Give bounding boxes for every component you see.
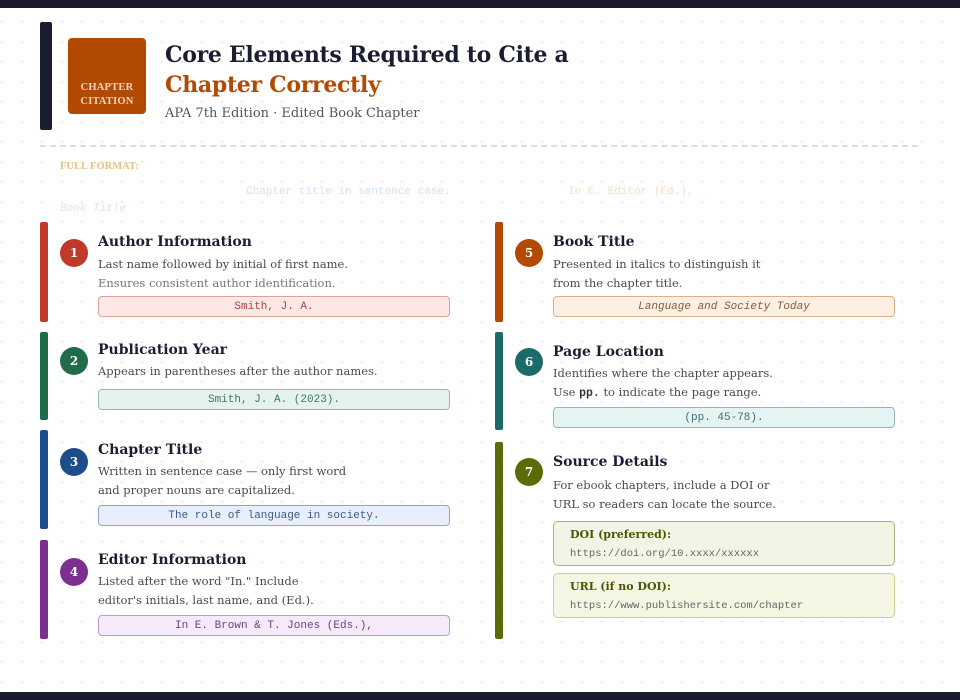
card-accent-bar (40, 332, 48, 420)
card-accent-bar (40, 222, 48, 322)
badge-line-1: CHAPTER (80, 82, 134, 93)
bottom-bar (0, 692, 960, 700)
step-number-badge: 3 (60, 448, 88, 476)
card-title: Source Details (553, 454, 668, 470)
card-title: Editor Information (98, 552, 247, 568)
example-box: The role of language in society. (98, 505, 450, 526)
card-description-line-1: Presented in italics to distinguish it (553, 257, 761, 271)
step-number-badge: 1 (60, 239, 88, 267)
card-accent-bar (495, 442, 503, 639)
card-description: Listed after the word "In." Include edit… (98, 572, 314, 610)
full-format-book-segment: Book Title (60, 203, 127, 215)
card-description-line-2: editor's initials, last name, and (Ed.). (98, 593, 314, 607)
step-number-badge: 6 (515, 348, 543, 376)
doi-label: DOI (preferred): (570, 528, 672, 541)
doi-value: https://doi.org/10.xxxx/xxxxxx (570, 548, 760, 560)
url-box: URL (if no DOI): https://www.publishersi… (553, 573, 895, 618)
card-description: Appears in parentheses after the author … (98, 362, 378, 381)
card-author-information: 1 Author Information Last name followed … (40, 222, 460, 322)
card-description: For ebook chapters, include a DOI or URL… (553, 476, 776, 514)
pp-code: pp. (579, 387, 600, 400)
card-title: Book Title (553, 234, 635, 250)
card-title: Author Information (98, 234, 252, 250)
header-accent-bar (40, 22, 52, 130)
full-format-label: FULL FORMAT: (60, 161, 139, 172)
card-description: Presented in italics to distinguish it f… (553, 255, 760, 293)
card-accent-bar (495, 332, 503, 430)
card-page-location: 6 Page Location Identifies where the cha… (495, 332, 915, 430)
card-description-line-1: Identifies where the chapter appears. (553, 366, 773, 380)
card-publication-year: 2 Publication Year Appears in parenthese… (40, 332, 460, 420)
card-chapter-title: 3 Chapter Title Written in sentence case… (40, 430, 460, 529)
step-number-badge: 7 (515, 458, 543, 486)
example-box: Smith, J. A. (2023). (98, 389, 450, 410)
doi-box: DOI (preferred): https://doi.org/10.xxxx… (553, 521, 895, 566)
card-description-line-1: Appears in parentheses after the author … (98, 364, 378, 378)
card-description-line-1: Listed after the word "In." Include (98, 574, 299, 588)
card-description: Written in sentence case — only first wo… (98, 462, 346, 500)
card-description-line-1: Last name followed by initial of first n… (98, 257, 349, 271)
chapter-citation-badge: CHAPTER CITATION (68, 38, 146, 114)
url-label: URL (if no DOI): (570, 580, 671, 593)
example-box: In E. Brown & T. Jones (Eds.), (98, 615, 450, 636)
card-book-title: 5 Book Title Presented in italics to dis… (495, 222, 915, 322)
card-title: Publication Year (98, 342, 228, 358)
card-description: Last name followed by initial of first n… (98, 255, 348, 293)
card-description-line-2: Use pp. to indicate the page range. (553, 383, 773, 403)
card-source-details: 7 Source Details For ebook chapters, inc… (495, 442, 915, 639)
page-subtitle: APA 7th Edition · Edited Book Chapter (165, 106, 420, 121)
full-format-chapter-segment: Chapter title in sentence case. (246, 186, 451, 198)
card-description-line-2: and proper nouns are capitalized. (98, 483, 295, 497)
card-title: Page Location (553, 344, 664, 360)
card-description-line-2: from the chapter title. (553, 276, 683, 290)
step-number-badge: 5 (515, 239, 543, 267)
top-bar (0, 0, 960, 8)
desc-text-pre: Use (553, 385, 576, 399)
dashed-divider (40, 145, 918, 147)
step-number-badge: 4 (60, 558, 88, 586)
step-number-badge: 2 (60, 347, 88, 375)
card-accent-bar (40, 540, 48, 639)
card-description-line-2: URL so readers can locate the source. (553, 497, 776, 511)
card-description-line-1: Written in sentence case — only first wo… (98, 464, 347, 478)
card-accent-bar (495, 222, 503, 322)
page-title-line-1: Core Elements Required to Cite a (165, 42, 569, 68)
card-description-line-2: Ensures consistent author identification… (98, 276, 336, 290)
card-description-line-1: For ebook chapters, include a DOI or (553, 478, 770, 492)
example-box: Language and Society Today (553, 296, 895, 317)
url-value: https://www.publishersite.com/chapter (570, 600, 804, 612)
card-accent-bar (40, 430, 48, 529)
example-box: Smith, J. A. (98, 296, 450, 317)
example-box: (pp. 45-78). (553, 407, 895, 428)
card-title: Chapter Title (98, 442, 203, 458)
card-editor-information: 4 Editor Information Listed after the wo… (40, 540, 460, 639)
desc-text-post: to indicate the page range. (603, 385, 762, 399)
badge-line-2: CITATION (80, 96, 134, 107)
page-title-line-2: Chapter Correctly (165, 72, 381, 98)
card-description: Identifies where the chapter appears. Us… (553, 364, 773, 403)
full-format-editor-segment: In E. Editor (Ed.), (568, 186, 694, 198)
